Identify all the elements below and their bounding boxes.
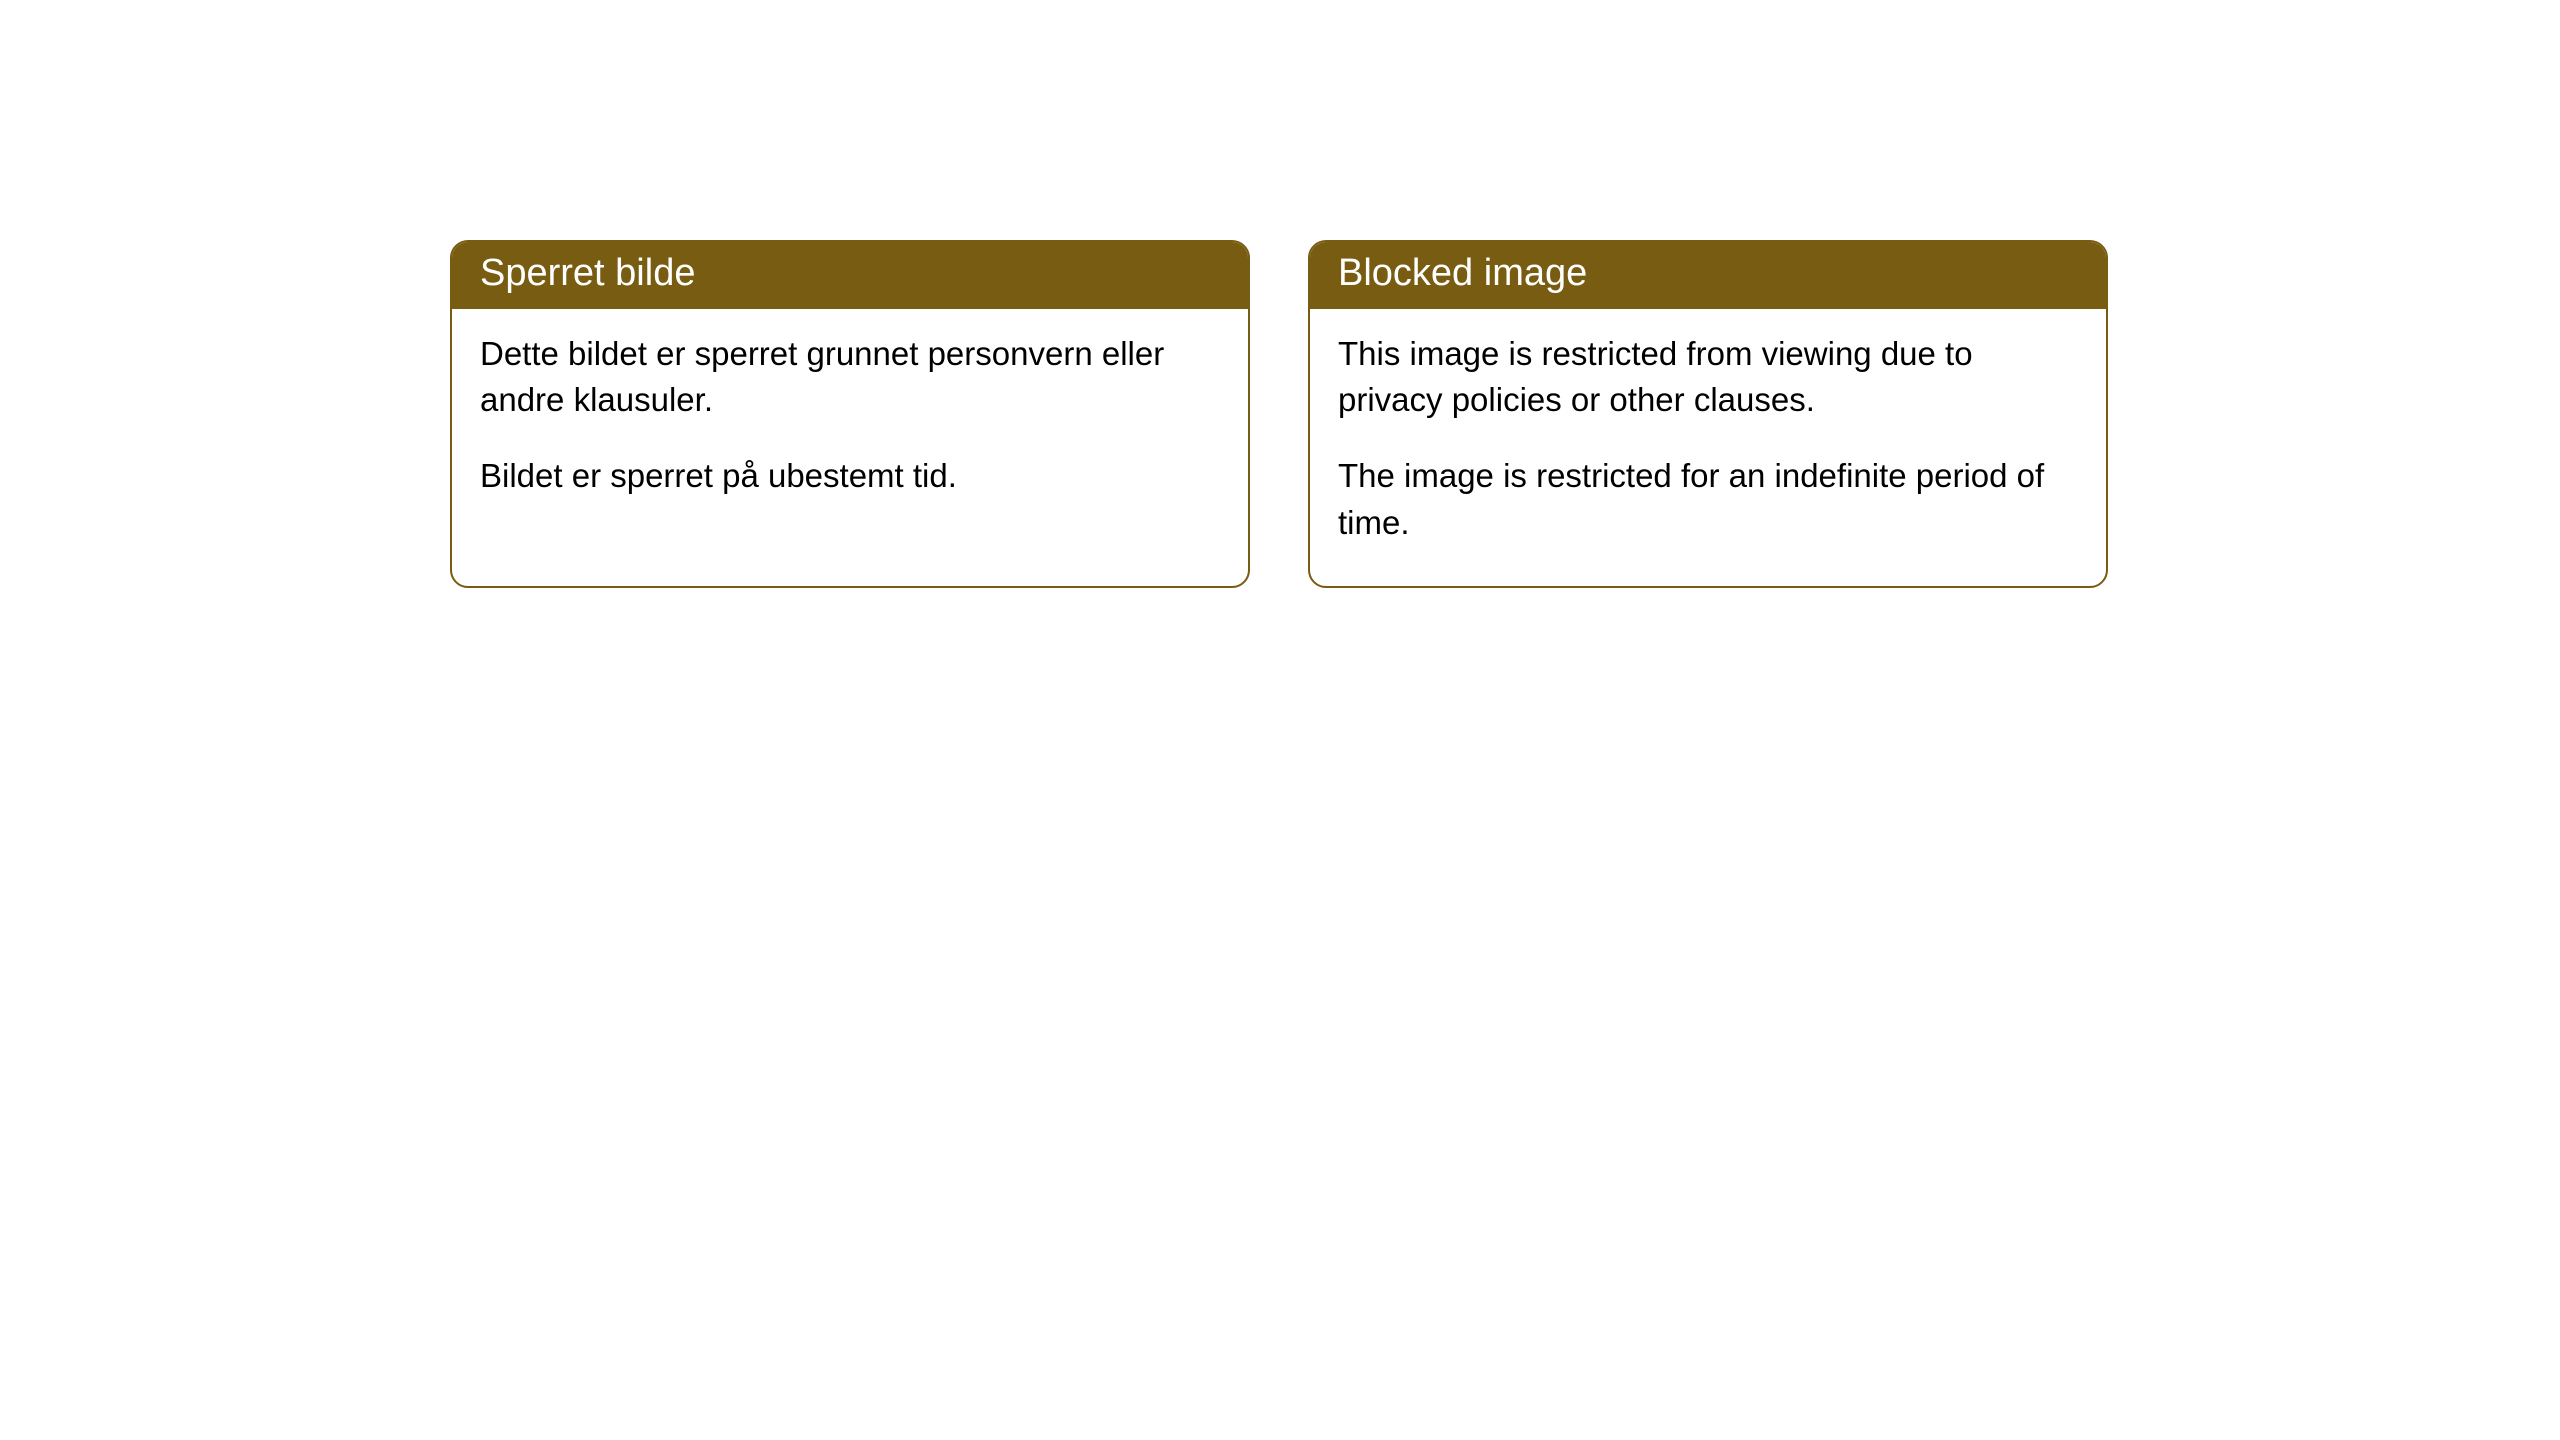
- info-cards-container: Sperret bilde Dette bildet er sperret gr…: [450, 240, 2108, 588]
- card-paragraph: The image is restricted for an indefinit…: [1338, 453, 2078, 545]
- card-paragraph: Bildet er sperret på ubestemt tid.: [480, 453, 1220, 499]
- card-paragraph: Dette bildet er sperret grunnet personve…: [480, 331, 1220, 423]
- card-body: Dette bildet er sperret grunnet personve…: [452, 309, 1248, 540]
- card-paragraph: This image is restricted from viewing du…: [1338, 331, 2078, 423]
- card-header: Blocked image: [1310, 242, 2106, 309]
- card-body: This image is restricted from viewing du…: [1310, 309, 2106, 586]
- info-card-english: Blocked image This image is restricted f…: [1308, 240, 2108, 588]
- card-header: Sperret bilde: [452, 242, 1248, 309]
- info-card-norwegian: Sperret bilde Dette bildet er sperret gr…: [450, 240, 1250, 588]
